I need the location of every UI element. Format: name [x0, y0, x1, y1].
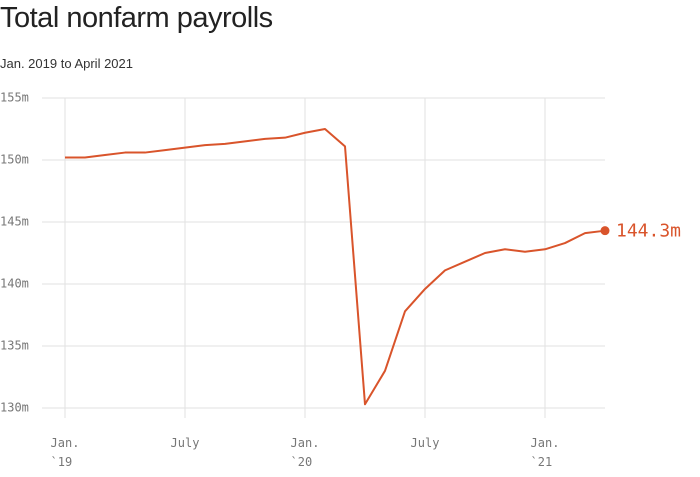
value-label: 144.3m: [616, 221, 681, 242]
end-point: [600, 226, 610, 236]
x-tick-label: Jan. `19: [50, 436, 80, 469]
x-tick-label: July: [410, 436, 440, 450]
line: [65, 128, 606, 406]
chart-subtitle: Jan. 2019 to April 2021: [0, 56, 133, 71]
x-tick-label: July: [170, 436, 200, 450]
y-tick-label: 140m: [0, 277, 29, 291]
y-tick-label: 155m: [0, 91, 29, 105]
x-tick-label: Jan. `20: [290, 436, 320, 469]
y-tick-label: 130m: [0, 401, 29, 415]
y-tick-label: 145m: [0, 215, 29, 229]
y-tick-label: 150m: [0, 153, 29, 167]
chart-title: Total nonfarm payrolls: [0, 2, 273, 34]
x-tick-label: Jan. `21: [530, 436, 560, 469]
y-tick-label: 135m: [0, 339, 29, 353]
